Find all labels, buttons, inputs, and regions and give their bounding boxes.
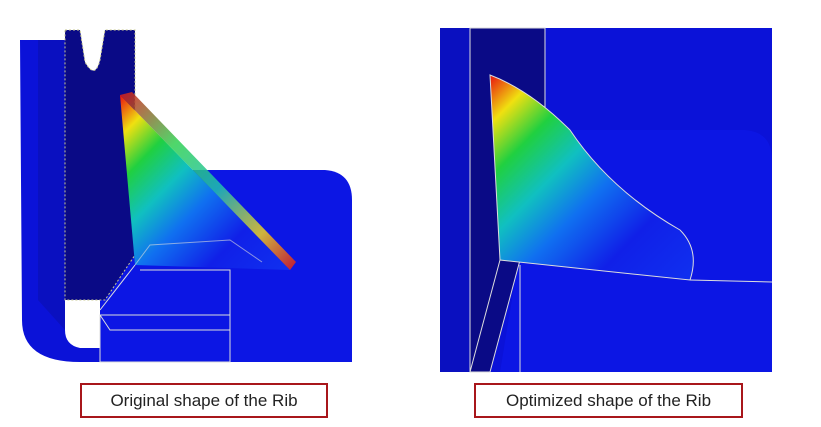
caption-original: Original shape of the Rib: [80, 383, 328, 418]
fea-images: [20, 27, 773, 373]
optimized-rib-image: [440, 27, 773, 373]
original-rib-image: [20, 28, 352, 363]
caption-optimized: Optimized shape of the Rib: [474, 383, 743, 418]
